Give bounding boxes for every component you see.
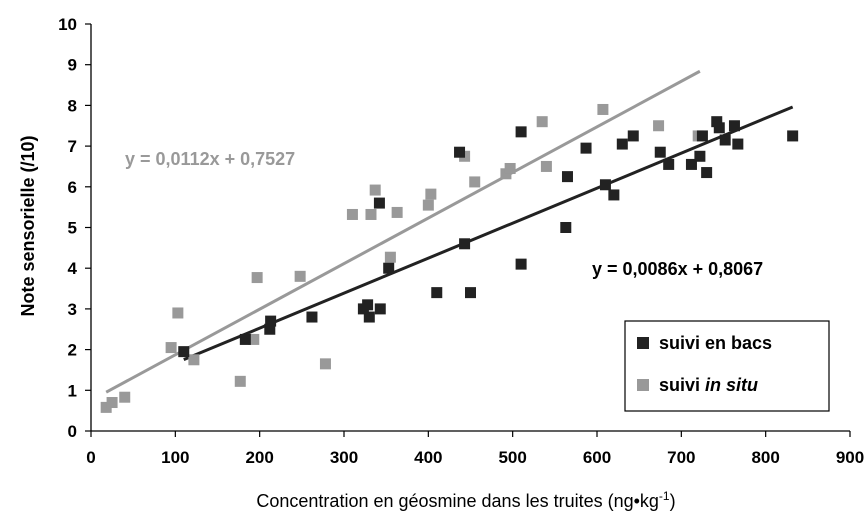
trendline-bacs bbox=[183, 105, 794, 362]
data-point-in-situ bbox=[540, 160, 552, 172]
x-tick-label: 800 bbox=[751, 448, 779, 467]
data-point-bacs bbox=[560, 222, 572, 233]
y-tick-label: 1 bbox=[68, 381, 77, 400]
y-tick-label: 4 bbox=[68, 259, 78, 278]
data-point-in-situ bbox=[172, 307, 184, 319]
data-point-in-situ bbox=[234, 375, 246, 387]
data-point-bacs bbox=[454, 146, 466, 158]
x-tick-label: 200 bbox=[245, 448, 273, 467]
trendline-equation-bacs: y = 0,0086x + 0,8067 bbox=[592, 259, 763, 279]
data-point-bacs bbox=[711, 116, 723, 128]
data-point-in-situ bbox=[536, 116, 548, 128]
y-tick-label: 7 bbox=[68, 137, 77, 156]
data-point-bacs bbox=[363, 311, 375, 323]
data-point-in-situ bbox=[469, 176, 481, 188]
legend-box bbox=[624, 320, 830, 412]
data-point-in-situ bbox=[597, 103, 609, 115]
data-points bbox=[100, 103, 799, 413]
data-point-in-situ bbox=[369, 184, 381, 196]
data-point-bacs bbox=[580, 142, 592, 154]
data-point-bacs bbox=[732, 138, 744, 150]
data-point-bacs bbox=[654, 146, 666, 158]
data-point-in-situ bbox=[100, 401, 112, 413]
y-tick-label: 6 bbox=[68, 178, 77, 197]
data-point-bacs bbox=[239, 333, 251, 345]
data-point-bacs bbox=[599, 179, 611, 191]
x-tick-label: 700 bbox=[667, 448, 695, 467]
x-tick-label: 600 bbox=[583, 448, 611, 467]
data-point-bacs bbox=[694, 150, 706, 162]
x-tick-label: 300 bbox=[330, 448, 358, 467]
data-point-bacs bbox=[515, 258, 527, 270]
x-tick-label: 500 bbox=[498, 448, 526, 467]
data-point-bacs bbox=[719, 134, 731, 146]
y-tick-label: 9 bbox=[68, 56, 77, 75]
data-point-bacs bbox=[178, 346, 190, 358]
data-point-in-situ bbox=[106, 397, 118, 409]
y-tick-label: 3 bbox=[68, 300, 77, 319]
y-tick-label: 10 bbox=[58, 15, 77, 34]
data-point-in-situ bbox=[365, 208, 377, 220]
y-tick-label: 8 bbox=[68, 96, 77, 115]
data-point-bacs bbox=[728, 120, 740, 132]
data-point-bacs bbox=[696, 130, 708, 142]
x-tick-label: 900 bbox=[836, 448, 864, 467]
data-point-bacs bbox=[362, 299, 374, 311]
data-point-in-situ bbox=[319, 358, 331, 370]
data-point-bacs bbox=[713, 122, 725, 134]
data-point-in-situ bbox=[119, 391, 131, 403]
data-point-bacs bbox=[431, 287, 443, 299]
legend-marker bbox=[637, 337, 649, 349]
data-point-in-situ bbox=[422, 199, 434, 211]
data-point-bacs bbox=[306, 311, 318, 323]
x-tick-label: 400 bbox=[414, 448, 442, 467]
data-point-bacs bbox=[701, 167, 713, 179]
data-point-in-situ bbox=[384, 251, 396, 263]
x-tick-label: 0 bbox=[86, 448, 95, 467]
legend-label: suivi en bacs bbox=[659, 333, 772, 353]
x-ticks: 0 100 200 300 400 500 600 700 800 900 bbox=[86, 431, 864, 467]
data-point-in-situ bbox=[165, 342, 177, 354]
x-axis-label: Concentration en géosmine dans les truit… bbox=[256, 489, 675, 511]
data-point-bacs bbox=[374, 303, 386, 315]
y-tick-label: 2 bbox=[68, 341, 77, 360]
legend-marker bbox=[637, 379, 649, 391]
data-point-bacs bbox=[685, 158, 697, 170]
data-point-bacs bbox=[616, 138, 628, 150]
y-tick-label: 5 bbox=[68, 219, 77, 238]
data-point-in-situ bbox=[251, 272, 263, 284]
trendlines bbox=[105, 69, 794, 394]
trendline-in-situ bbox=[105, 69, 701, 394]
data-point-bacs bbox=[608, 189, 620, 201]
data-point-in-situ bbox=[346, 208, 358, 220]
legend: suivi en bacs suivi in situ bbox=[624, 320, 830, 412]
data-point-in-situ bbox=[653, 120, 665, 132]
data-point-bacs bbox=[373, 197, 385, 209]
y-axis-label: Note sensorielle (/10) bbox=[18, 135, 38, 316]
data-point-bacs bbox=[515, 126, 527, 138]
data-point-bacs bbox=[465, 287, 476, 299]
data-point-in-situ bbox=[188, 354, 200, 366]
trendline-equation-in-situ: y = 0,0112x + 0,7527 bbox=[125, 149, 295, 169]
y-tick-label: 0 bbox=[68, 422, 77, 441]
data-point-bacs bbox=[265, 315, 277, 327]
data-point-in-situ bbox=[391, 206, 403, 218]
data-point-in-situ bbox=[294, 270, 306, 282]
data-point-bacs bbox=[663, 158, 675, 170]
x-tick-label: 100 bbox=[161, 448, 189, 467]
data-point-in-situ bbox=[425, 188, 437, 200]
legend-label: suivi in situ bbox=[659, 375, 758, 395]
data-point-bacs bbox=[787, 130, 799, 142]
data-point-in-situ bbox=[504, 162, 516, 174]
y-ticks: 0 1 2 3 4 5 6 7 8 9 10 bbox=[58, 15, 91, 441]
data-point-bacs bbox=[459, 238, 471, 250]
data-point-bacs bbox=[383, 262, 395, 274]
data-point-bacs bbox=[264, 323, 276, 335]
data-point-bacs bbox=[561, 171, 573, 183]
data-point-bacs bbox=[627, 130, 639, 142]
data-point-in-situ bbox=[248, 333, 260, 345]
